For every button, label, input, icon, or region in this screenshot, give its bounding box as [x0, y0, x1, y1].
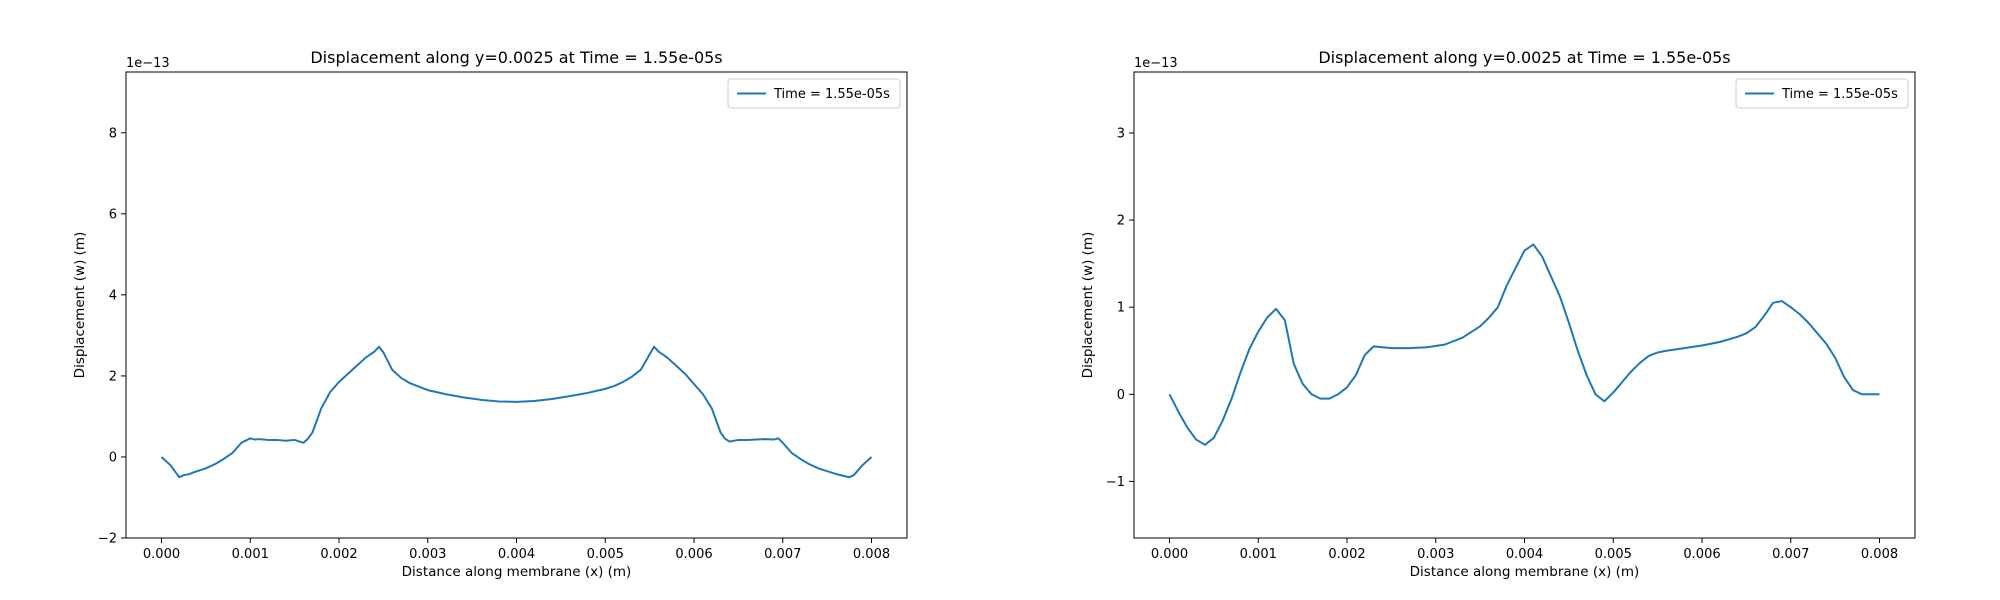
x-tick-label: 0.008: [853, 547, 890, 562]
x-tick-label: 0.005: [587, 547, 624, 562]
y-tick-label: 2: [1117, 214, 1125, 229]
series-line: [1168, 243, 1880, 446]
chart-left: Displacement along y=0.0025 at Time = 1.…: [72, 48, 908, 580]
chart-right: Displacement along y=0.0025 at Time = 1.…: [1080, 48, 1916, 580]
y-tick-label: 0: [109, 450, 117, 465]
y-axis-label: Displacement (w) (m): [1080, 232, 1096, 379]
x-tick-label: 0.004: [1506, 547, 1543, 562]
plot-frame: [125, 71, 908, 539]
x-tick-label: 0.005: [1595, 547, 1632, 562]
x-tick-label: 0.003: [409, 547, 446, 562]
x-tick-label: 0.007: [1772, 547, 1809, 562]
x-tick-label: 0.001: [1240, 547, 1277, 562]
x-axis-label: Distance along membrane (x) (m): [1410, 564, 1640, 580]
chart-title: Displacement along y=0.0025 at Time = 1.…: [310, 48, 722, 67]
y-tick-label: 8: [109, 126, 117, 141]
x-tick-label: 0.004: [498, 547, 535, 562]
x-tick-label: 0.001: [232, 547, 269, 562]
legend: Time = 1.55e-05s: [1735, 78, 1909, 109]
legend: Time = 1.55e-05s: [727, 78, 901, 109]
x-tick-label: 0.002: [1328, 547, 1365, 562]
legend-entry: Time = 1.55e-05s: [1781, 87, 1898, 102]
y-tick-label: −2: [98, 532, 117, 547]
y-tick-label: 3: [1117, 126, 1125, 141]
x-tick-label: 0.000: [1151, 547, 1188, 562]
x-tick-label: 0.003: [1417, 547, 1454, 562]
y-tick-label: 4: [109, 288, 117, 303]
chart-title: Displacement along y=0.0025 at Time = 1.…: [1318, 48, 1730, 67]
legend-box: [727, 78, 901, 109]
legend-entry: Time = 1.55e-05s: [773, 87, 890, 102]
y-tick-label: −1: [1106, 475, 1125, 490]
x-tick-label: 0.000: [143, 547, 180, 562]
y-axis-multiplier: 1e−13: [1134, 56, 1178, 71]
y-axis-label: Displacement (w) (m): [72, 232, 88, 379]
y-tick-label: 6: [109, 207, 117, 222]
x-axis-label: Distance along membrane (x) (m): [402, 564, 632, 580]
y-tick-label: 1: [1117, 301, 1125, 316]
x-tick-label: 0.008: [1861, 547, 1898, 562]
series-line: [160, 345, 873, 479]
plot-frame: [1133, 71, 1916, 539]
legend-box: [1735, 78, 1909, 109]
x-tick-label: 0.002: [320, 547, 357, 562]
x-tick-label: 0.006: [675, 547, 712, 562]
x-tick-label: 0.007: [764, 547, 801, 562]
y-tick-label: 0: [1117, 388, 1125, 403]
x-tick-label: 0.006: [1683, 547, 1720, 562]
y-tick-label: 2: [109, 369, 117, 384]
y-axis-multiplier: 1e−13: [126, 56, 170, 71]
